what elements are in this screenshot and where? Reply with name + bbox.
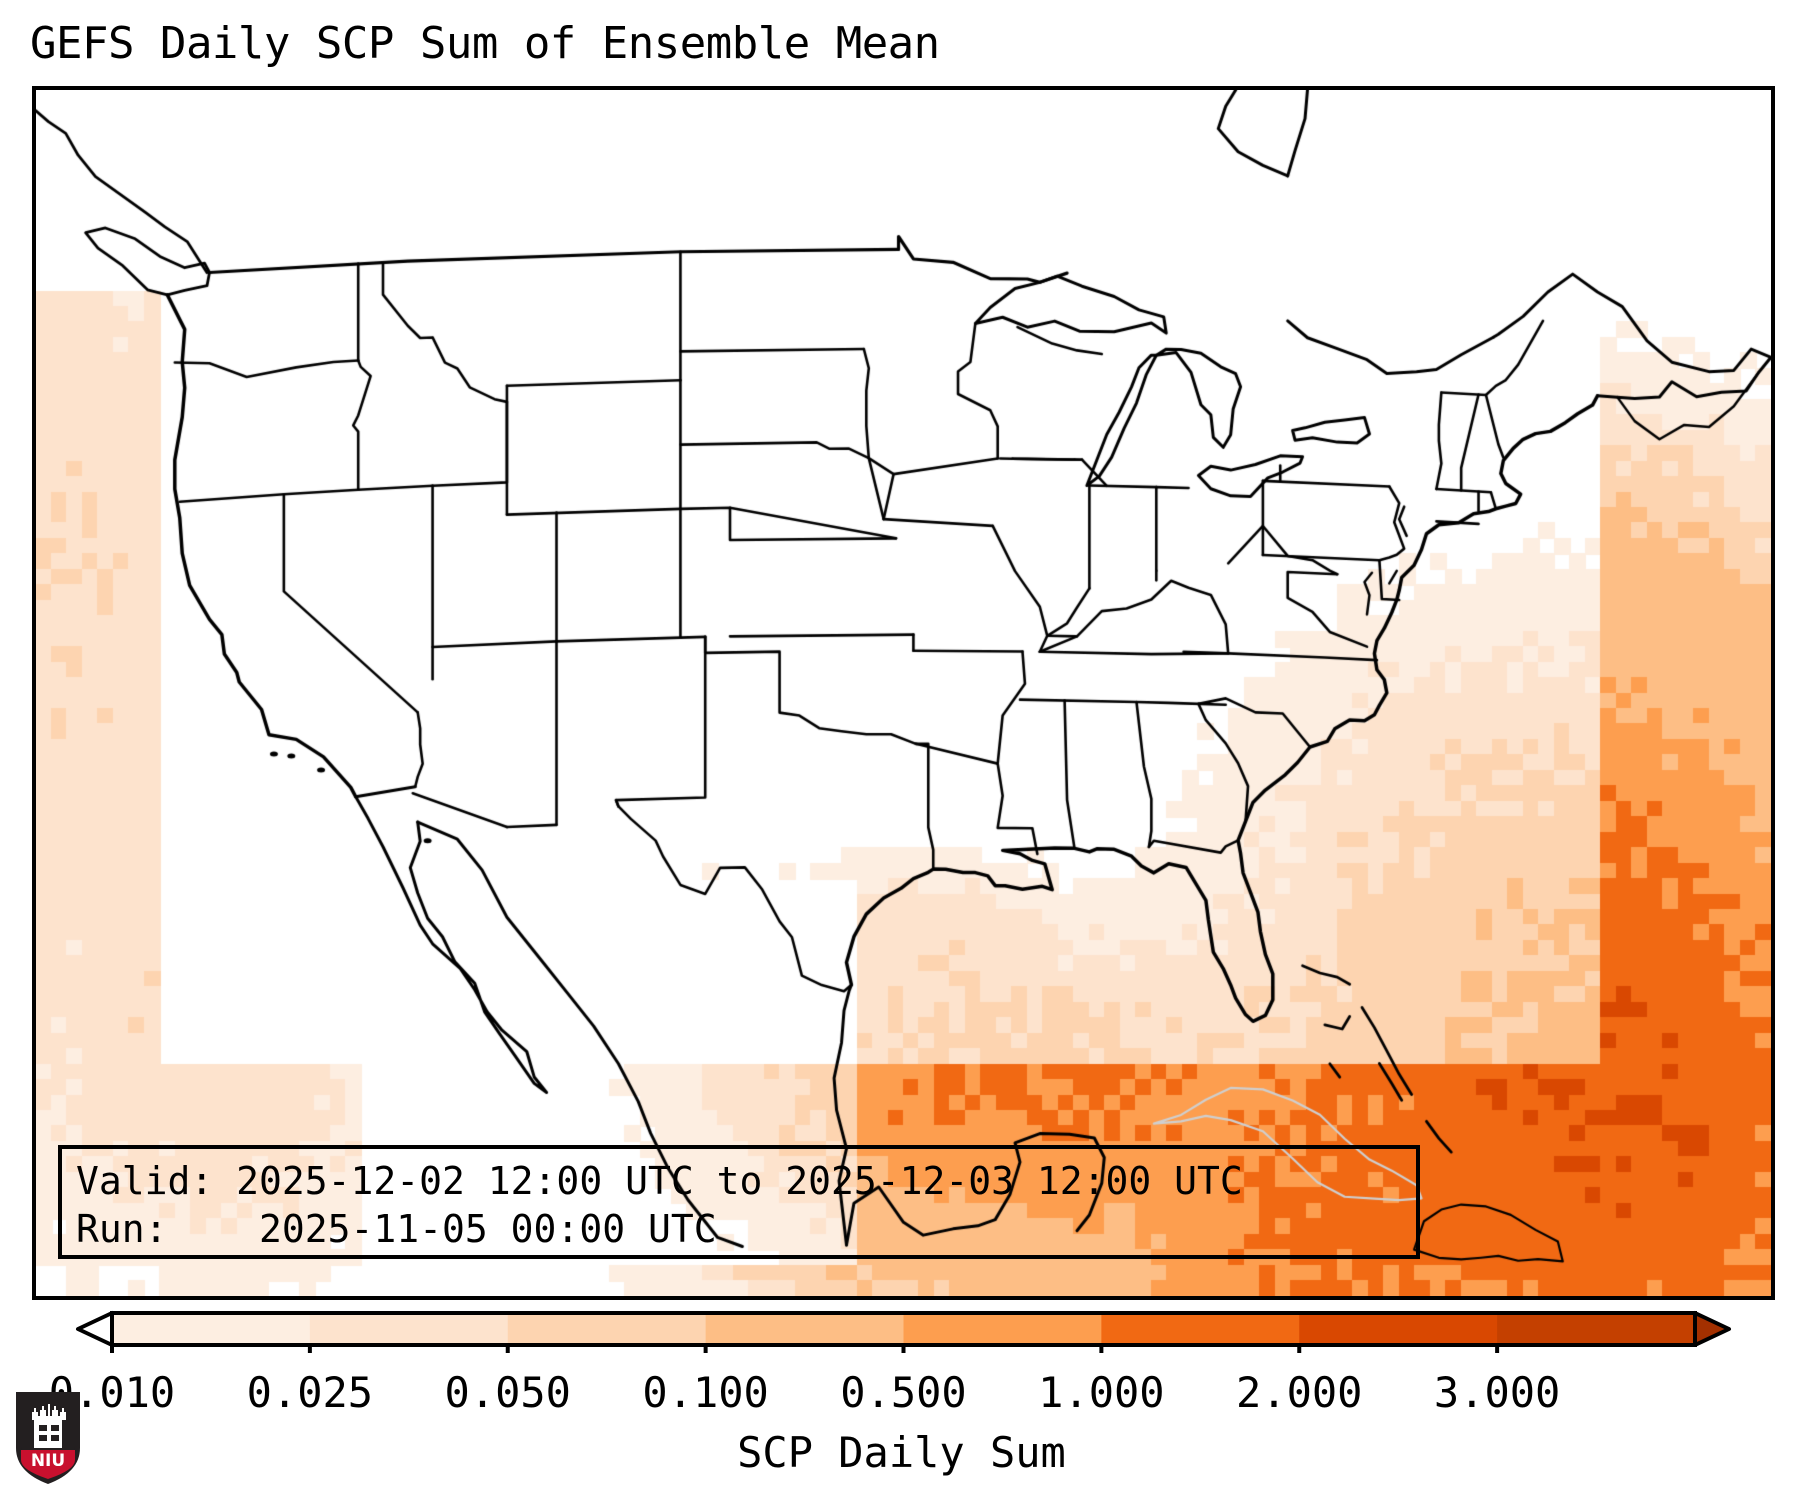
colorbar-axis-label: SCP Daily Sum <box>737 1428 1066 1477</box>
niu-logo: NIU <box>16 1392 80 1484</box>
run-time-text: Run: 2025-11-05 00:00 UTC <box>76 1207 717 1251</box>
colorbar <box>32 1305 1775 1353</box>
colorbar-tick-label: 3.000 <box>1433 1368 1561 1417</box>
colorbar-tick-label: 0.100 <box>642 1368 769 1417</box>
colorbar-tick-label: 2.000 <box>1236 1368 1363 1417</box>
map-panel <box>32 86 1775 1300</box>
svg-text:NIU: NIU <box>31 1451 65 1471</box>
colorbar-tick-label: 1.000 <box>1038 1368 1165 1417</box>
map-canvas <box>36 90 1771 1296</box>
colorbar-tick-label: 0.025 <box>246 1368 374 1417</box>
colorbar-tick-labels: 0.010 0.025 0.050 0.100 0.500 1.000 2.000 3.000 <box>32 1368 1775 1420</box>
colorbar-tick-label: 0.500 <box>840 1368 967 1417</box>
page-title: GEFS Daily SCP Sum of Ensemble Mean <box>30 18 940 69</box>
colorbar-tick-label: 0.050 <box>444 1368 571 1417</box>
info-box: Valid: 2025-12-02 12:00 UTC to 2025-12-0… <box>58 1145 1420 1259</box>
valid-time-text: Valid: 2025-12-02 12:00 UTC to 2025-12-0… <box>76 1159 1243 1203</box>
colorbar-svg <box>76 1311 1731 1353</box>
